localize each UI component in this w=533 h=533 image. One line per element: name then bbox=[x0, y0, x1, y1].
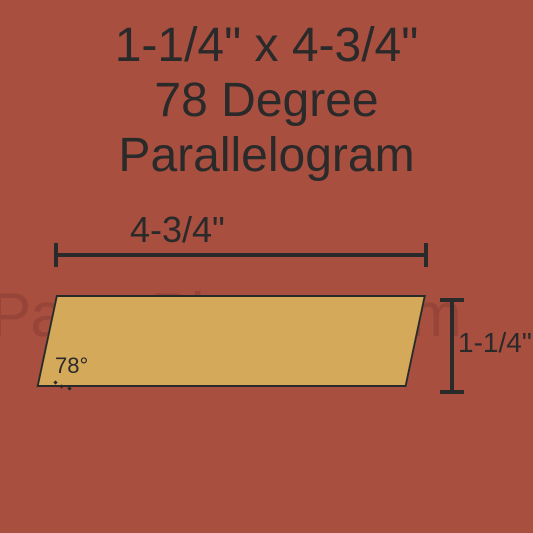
width-dimension-line bbox=[56, 253, 426, 257]
height-dimension-label: 1-1/4" bbox=[458, 327, 532, 359]
product-diagram-card: 1-1/4" x 4-3/4" 78 Degree Parallelogram … bbox=[0, 0, 533, 533]
shape-diagram: 4-3/4" 78° 1-1/4" bbox=[0, 235, 533, 525]
height-tick-top bbox=[440, 298, 464, 302]
width-tick-right bbox=[424, 243, 428, 267]
title-shape: Parallelogram bbox=[0, 128, 533, 183]
height-tick-bottom bbox=[440, 390, 464, 394]
width-dimension-label: 4-3/4" bbox=[130, 209, 225, 251]
parallelogram-shape bbox=[36, 295, 426, 387]
title-dimensions: 1-1/4" x 4-3/4" bbox=[0, 18, 533, 73]
angle-marker-icon bbox=[52, 363, 82, 393]
title-angle: 78 Degree bbox=[0, 73, 533, 128]
title-block: 1-1/4" x 4-3/4" 78 Degree Parallelogram bbox=[0, 0, 533, 184]
width-tick-left bbox=[54, 243, 58, 267]
height-dimension-line bbox=[450, 300, 454, 392]
